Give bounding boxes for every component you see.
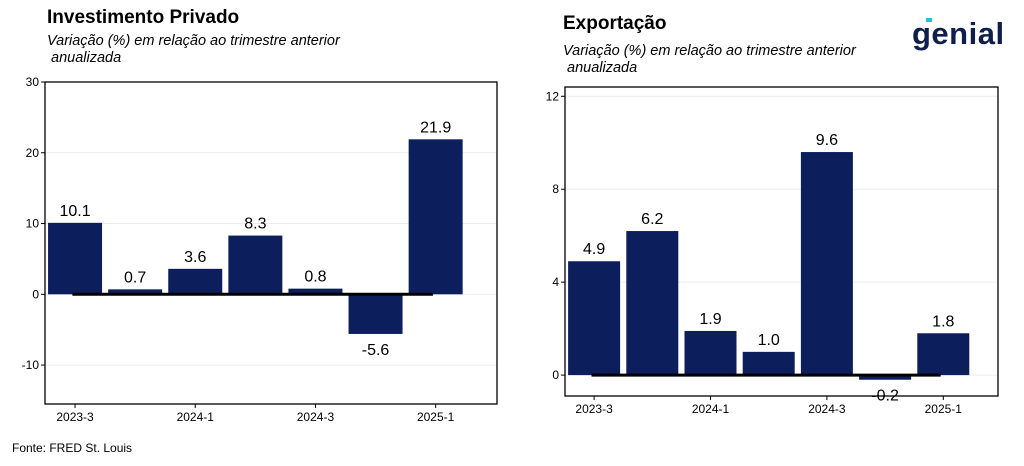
chart-2-bar bbox=[684, 330, 737, 376]
chart-2-data-label: 4.9 bbox=[583, 241, 605, 258]
chart-1-x-tick-label: 2025-1 bbox=[417, 410, 455, 424]
chart-1-x-tick-label: 2024-3 bbox=[297, 410, 335, 424]
genial-logo: genial bbox=[912, 16, 1005, 51]
chart-1-x-tick-label: 2023-3 bbox=[56, 410, 94, 424]
chart-1-x-tick-label: 2024-1 bbox=[177, 410, 215, 424]
chart-1-y-tick-label: -10 bbox=[22, 358, 40, 372]
chart-1-data-label: -5.6 bbox=[362, 342, 390, 359]
chart-1-bar bbox=[348, 294, 403, 334]
chart-1-data-label: 10.1 bbox=[59, 203, 90, 220]
chart-1-data-label: 0.8 bbox=[304, 269, 326, 286]
chart-1-data-label: 8.3 bbox=[244, 216, 266, 233]
chart-1-data-label: 0.7 bbox=[124, 269, 146, 286]
chart-1-y-tick-label: 20 bbox=[26, 146, 40, 160]
chart-2-bar bbox=[742, 351, 795, 376]
chart-2-bar bbox=[800, 152, 853, 376]
chart-2-y-tick-label: 8 bbox=[552, 182, 559, 196]
chart-1-y-tick-label: 30 bbox=[26, 75, 40, 89]
chart-2-bar bbox=[859, 375, 912, 380]
chart-2-data-label: 1.8 bbox=[932, 313, 954, 330]
chart-1-bar bbox=[408, 139, 463, 295]
chart-1-bar bbox=[168, 268, 223, 295]
chart-2-data-label: 1.9 bbox=[699, 311, 721, 328]
chart-2-data-label: 9.6 bbox=[816, 132, 838, 149]
chart-1-subtitle: Variação (%) em relação ao trimestre ant… bbox=[47, 33, 340, 66]
chart-1-y-tick-label: 10 bbox=[26, 217, 40, 231]
chart-1-data-label: 21.9 bbox=[420, 119, 451, 136]
chart-2-x-tick-label: 2023-3 bbox=[575, 402, 613, 416]
chart-2-x-tick-label: 2024-3 bbox=[808, 402, 846, 416]
chart-1-bar bbox=[108, 289, 163, 295]
chart-2-data-label: 6.2 bbox=[641, 211, 663, 228]
chart-2-x-tick-label: 2024-1 bbox=[692, 402, 730, 416]
chart-2-x-tick-label: 2025-1 bbox=[925, 402, 963, 416]
chart-2-bar bbox=[917, 333, 970, 376]
chart-2-subtitle: Variação (%) em relação ao trimestre ant… bbox=[563, 43, 856, 76]
chart-2-panel-border bbox=[564, 86, 999, 397]
chart-2-bar bbox=[568, 261, 621, 376]
logo-accent bbox=[926, 18, 932, 22]
chart-1-bar bbox=[228, 235, 283, 295]
chart-1-data-label: 3.6 bbox=[184, 249, 206, 266]
source-note: Fonte: FRED St. Louis bbox=[12, 441, 133, 455]
chart-2-title: Exportação bbox=[563, 13, 667, 34]
chart-1-panel-border bbox=[44, 81, 498, 405]
chart-2-bar bbox=[626, 231, 679, 376]
chart-2-y-tick-label: 12 bbox=[546, 89, 560, 103]
chart-2-y-tick-label: 0 bbox=[552, 368, 559, 382]
chart-1-bar bbox=[288, 288, 343, 295]
chart-1-title: Investimento Privado bbox=[47, 7, 240, 28]
chart-1-y-tick-label: 0 bbox=[32, 287, 39, 301]
chart-2-y-tick-label: 4 bbox=[552, 275, 559, 289]
chart-1-bar bbox=[48, 222, 103, 295]
chart-2-data-label: 1.0 bbox=[758, 332, 780, 349]
